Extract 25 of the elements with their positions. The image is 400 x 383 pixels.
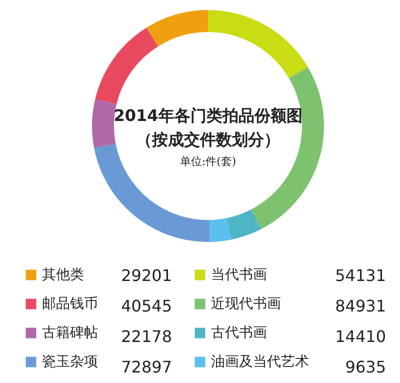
donut-slice — [208, 10, 308, 78]
text: （按成交件数划分） — [136, 130, 280, 149]
data-label: 22178 — [121, 327, 172, 346]
text: 单位:件(套) — [180, 155, 236, 168]
legend-label: 瓷玉杂项 — [42, 354, 98, 370]
legend-label: 当代书画 — [211, 267, 267, 283]
data-label: 84931 — [335, 296, 386, 316]
donut-slice — [226, 210, 262, 240]
data-label: 14410 — [335, 327, 386, 346]
data-label: 9635 — [345, 358, 386, 376]
legend-label: 近现代书画 — [211, 296, 281, 312]
data-label: 29201 — [121, 266, 172, 285]
donut-slice — [146, 10, 208, 46]
donut-slice — [95, 28, 158, 104]
legend-label: 古代书画 — [211, 325, 267, 341]
legend-label: 古籍碑帖 — [42, 325, 98, 341]
legend-label: 油画及当代艺术 — [211, 354, 309, 370]
data-label: 54131 — [335, 266, 386, 285]
data-label: 40545 — [121, 296, 172, 316]
legend-label: 邮品钱币 — [42, 296, 98, 312]
text: 2014年各门类拍品份额图 — [114, 106, 302, 125]
legend-label: 其他类 — [42, 267, 84, 283]
donut-slice — [210, 218, 232, 242]
data-label: 72897 — [121, 358, 172, 376]
donut-slice — [92, 99, 117, 148]
